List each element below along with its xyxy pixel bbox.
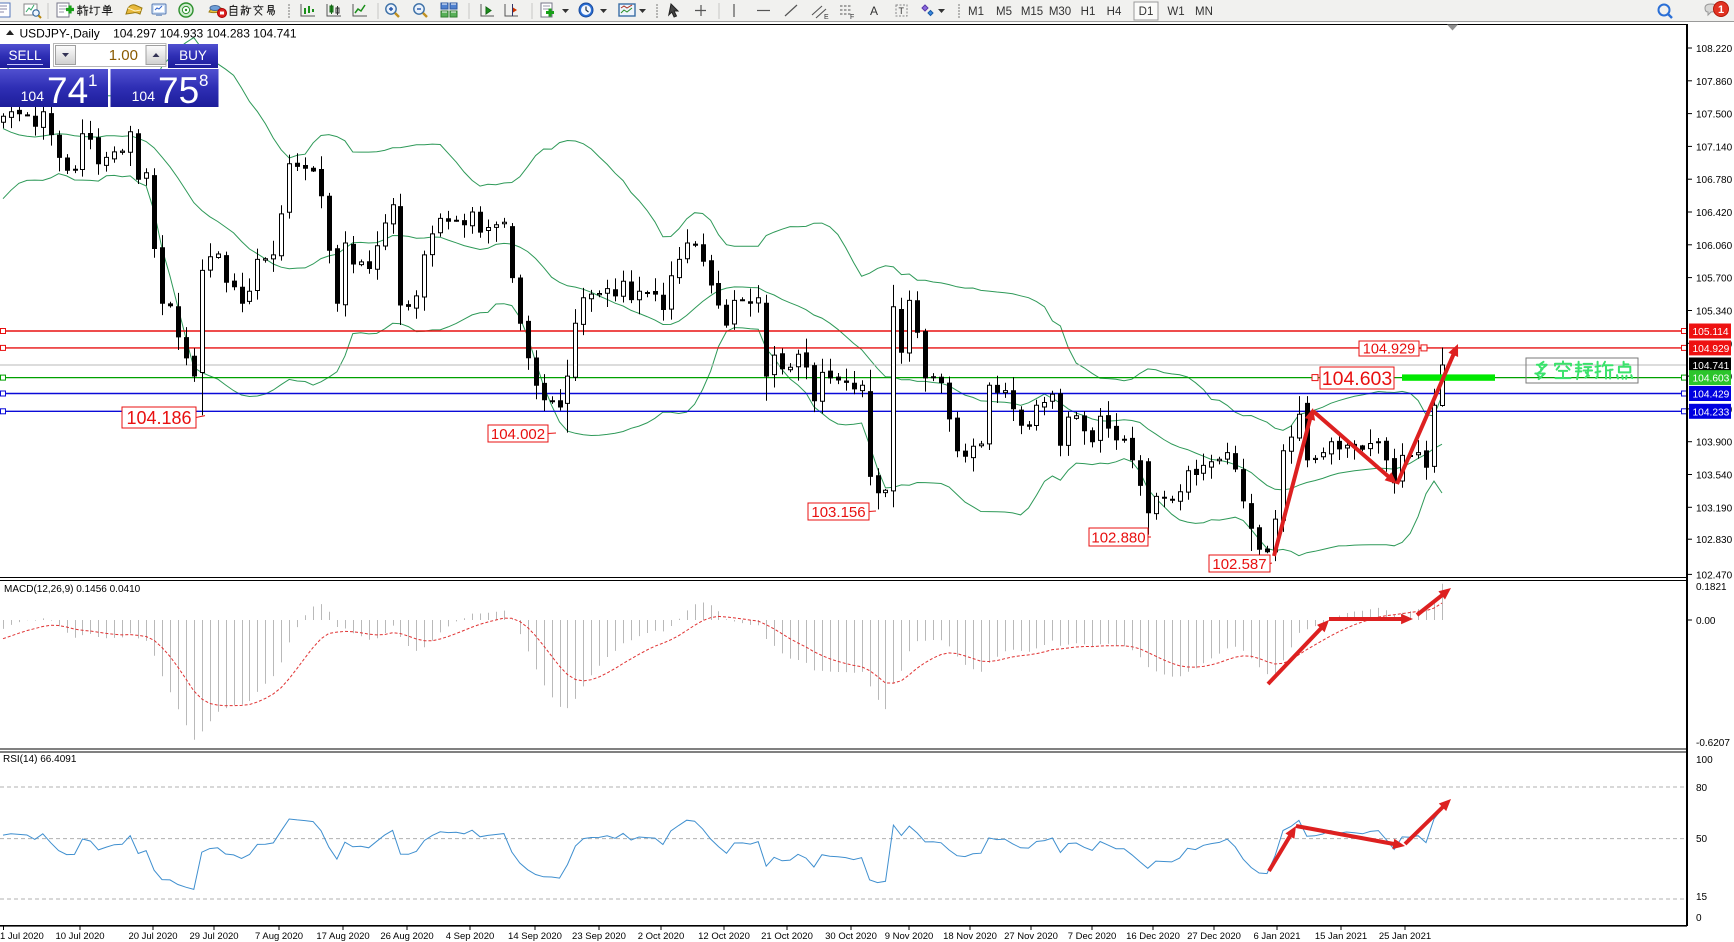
svg-text:104.929: 104.929 [1693, 344, 1730, 355]
svg-text:105.114: 105.114 [1693, 327, 1729, 338]
svg-text:18 Nov 2020: 18 Nov 2020 [943, 931, 997, 942]
svg-text:0.00: 0.00 [1696, 616, 1716, 627]
svg-text:SELL: SELL [8, 48, 42, 63]
svg-text:104.002: 104.002 [491, 426, 545, 443]
svg-text:0: 0 [1696, 913, 1702, 924]
svg-text:80: 80 [1696, 783, 1708, 794]
svg-text:USDJPY-,Daily 104.297 104.9: USDJPY-,Daily 104.297 104.933 104.283 10… [20, 27, 297, 41]
svg-text:1: 1 [88, 71, 97, 90]
svg-text:27 Dec 2020: 27 Dec 2020 [1187, 931, 1241, 942]
svg-text:6 Jan 2021: 6 Jan 2021 [1253, 931, 1300, 942]
svg-text:26 Aug 2020: 26 Aug 2020 [380, 931, 433, 942]
svg-text:0.1821: 0.1821 [1696, 582, 1727, 593]
svg-text:23 Sep 2020: 23 Sep 2020 [572, 931, 626, 942]
svg-text:105.340: 105.340 [1696, 307, 1733, 318]
svg-text:7 Dec 2020: 7 Dec 2020 [1068, 931, 1117, 942]
svg-text:27 Nov 2020: 27 Nov 2020 [1004, 931, 1058, 942]
svg-text:29 Jul 2020: 29 Jul 2020 [189, 931, 238, 942]
svg-text:104.603: 104.603 [1322, 368, 1393, 390]
svg-text:15: 15 [1696, 892, 1708, 903]
svg-text:108.220: 108.220 [1696, 44, 1733, 55]
svg-text:102.830: 102.830 [1696, 535, 1733, 546]
svg-text:106.060: 106.060 [1696, 241, 1733, 252]
svg-text:9 Nov 2020: 9 Nov 2020 [885, 931, 934, 942]
svg-text:MACD(12,26,9) 0.1456 0.0410: MACD(12,26,9) 0.1456 0.0410 [4, 584, 141, 595]
svg-text:106.780: 106.780 [1696, 175, 1733, 186]
svg-text:75: 75 [158, 70, 199, 111]
svg-text:104.603: 104.603 [1693, 374, 1730, 385]
svg-text:M30: M30 [1049, 6, 1071, 18]
svg-text:106.420: 106.420 [1696, 208, 1733, 219]
svg-text:50: 50 [1696, 834, 1708, 845]
svg-text:2 Oct 2020: 2 Oct 2020 [638, 931, 684, 942]
svg-text:107.140: 107.140 [1696, 142, 1733, 153]
svg-text:104: 104 [132, 88, 156, 104]
svg-text:25 Jan 2021: 25 Jan 2021 [1379, 931, 1431, 942]
svg-text:107.860: 107.860 [1696, 77, 1733, 88]
svg-text:100: 100 [1696, 755, 1713, 766]
svg-text:104.741: 104.741 [1693, 361, 1730, 372]
svg-text:T: T [899, 6, 905, 16]
svg-text:10 Jul 2020: 10 Jul 2020 [55, 931, 104, 942]
svg-text:M5: M5 [996, 6, 1012, 18]
svg-text:104.186: 104.186 [126, 408, 191, 428]
svg-text:20 Jul 2020: 20 Jul 2020 [128, 931, 177, 942]
svg-text:RSI(14) 66.4091: RSI(14) 66.4091 [3, 754, 77, 765]
svg-text:104: 104 [21, 88, 45, 104]
svg-text:104.929: 104.929 [1363, 342, 1415, 358]
svg-text:1 Jul 2020: 1 Jul 2020 [0, 931, 44, 942]
svg-text:H1: H1 [1081, 6, 1096, 18]
svg-text:17 Aug 2020: 17 Aug 2020 [316, 931, 369, 942]
svg-text:BUY: BUY [179, 48, 207, 63]
svg-text:F: F [850, 14, 854, 21]
svg-text:H4: H4 [1107, 6, 1122, 18]
svg-text:15 Jan 2021: 15 Jan 2021 [1315, 931, 1367, 942]
svg-text:30 Oct 2020: 30 Oct 2020 [825, 931, 877, 942]
svg-text:102.587: 102.587 [1212, 556, 1266, 573]
svg-text:104.429: 104.429 [1693, 390, 1730, 401]
svg-text:103.190: 103.190 [1696, 503, 1733, 514]
svg-text:12 Oct 2020: 12 Oct 2020 [698, 931, 750, 942]
svg-text:1: 1 [1718, 4, 1724, 16]
svg-text:D1: D1 [1139, 6, 1154, 18]
svg-text:102.470: 102.470 [1696, 570, 1733, 581]
svg-text:103.156: 103.156 [811, 504, 865, 521]
svg-text:74: 74 [47, 70, 88, 111]
svg-text:M1: M1 [968, 6, 984, 18]
svg-text:103.540: 103.540 [1696, 471, 1733, 482]
svg-text:14 Sep 2020: 14 Sep 2020 [508, 931, 562, 942]
svg-text:21 Oct 2020: 21 Oct 2020 [761, 931, 813, 942]
svg-text:16 Dec 2020: 16 Dec 2020 [1126, 931, 1180, 942]
svg-text:7 Aug 2020: 7 Aug 2020 [255, 931, 303, 942]
svg-text:105.700: 105.700 [1696, 274, 1733, 285]
svg-text:-0.6207: -0.6207 [1696, 738, 1730, 749]
svg-text:A: A [870, 4, 878, 18]
svg-text:102.880: 102.880 [1091, 529, 1145, 546]
svg-text:8: 8 [199, 71, 208, 90]
svg-text:W1: W1 [1167, 6, 1184, 18]
svg-text:107.500: 107.500 [1696, 110, 1733, 121]
svg-text:MN: MN [1195, 6, 1213, 18]
svg-text:M15: M15 [1021, 6, 1043, 18]
svg-text:104.233: 104.233 [1693, 407, 1730, 418]
svg-text:1.00: 1.00 [109, 47, 138, 64]
svg-text:4 Sep 2020: 4 Sep 2020 [446, 931, 495, 942]
svg-text:E: E [824, 14, 829, 21]
svg-text:103.900: 103.900 [1696, 438, 1733, 449]
